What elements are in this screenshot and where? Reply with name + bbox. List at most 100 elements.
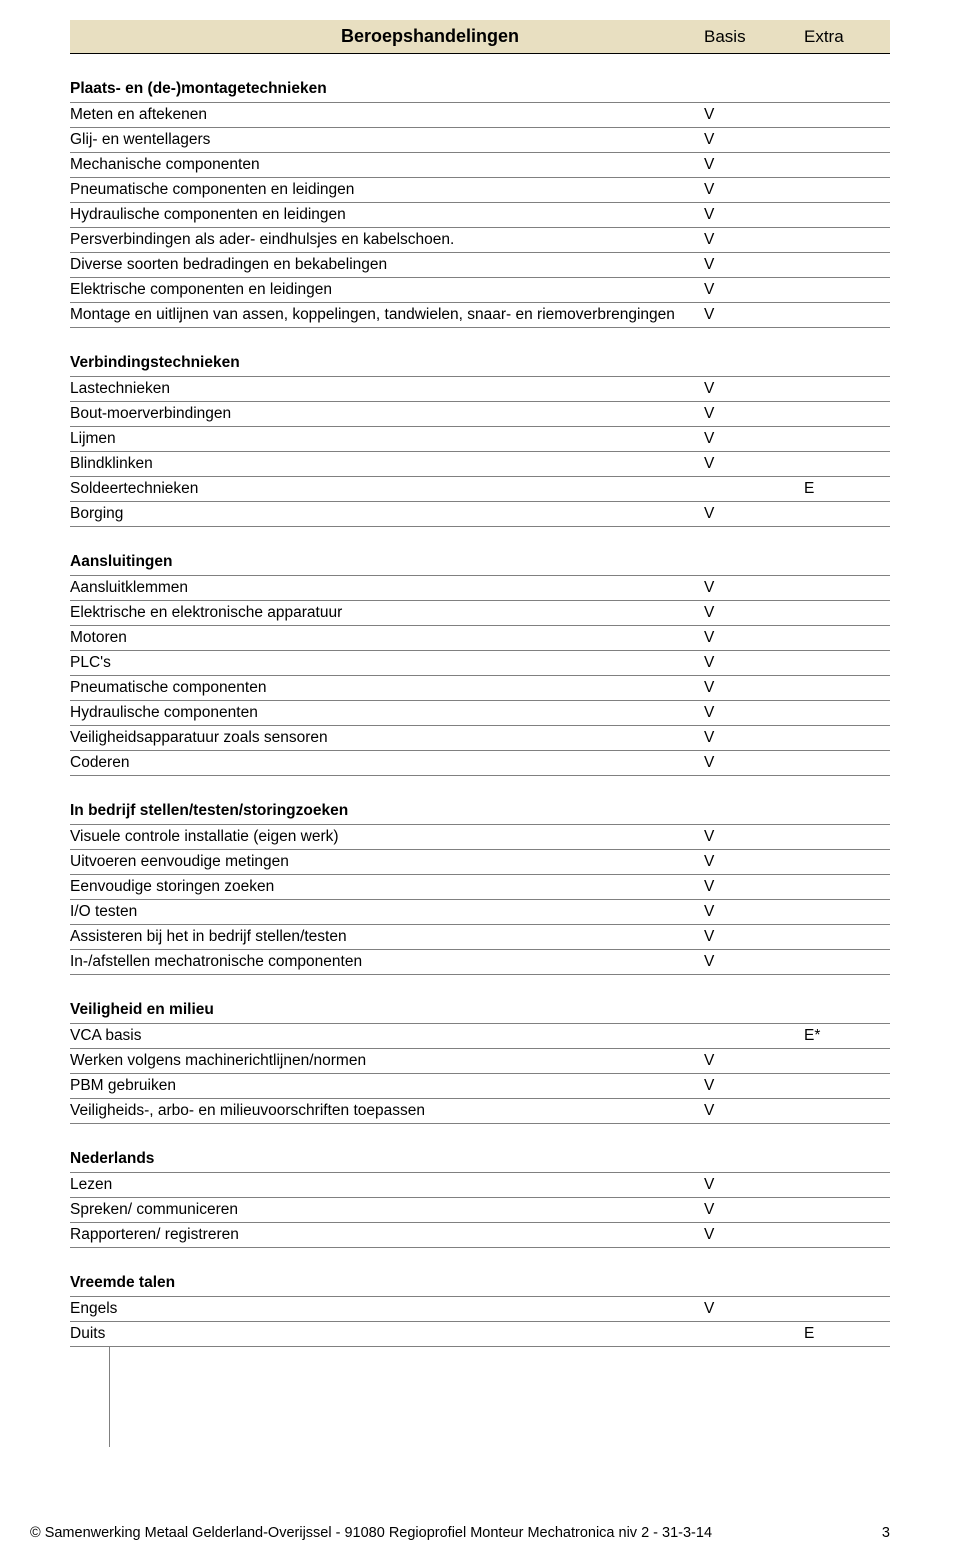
section-title: Plaats- en (de-)montagetechnieken — [70, 76, 890, 103]
row-extra — [790, 701, 890, 725]
row-basis: V — [690, 502, 790, 526]
row-basis: V — [690, 950, 790, 974]
row-extra — [790, 278, 890, 302]
row-label: Mechanische componenten — [70, 153, 690, 177]
row-basis: V — [690, 701, 790, 725]
table-header: Beroepshandelingen Basis Extra — [70, 20, 890, 54]
row-label: Duits — [70, 1322, 690, 1346]
row-extra — [790, 651, 890, 675]
table-row: VCA basisE* — [70, 1024, 890, 1049]
table-row: Mechanische componentenV — [70, 153, 890, 178]
row-basis: V — [690, 103, 790, 127]
row-extra — [790, 402, 890, 426]
section: In bedrijf stellen/testen/storingzoekenV… — [70, 798, 890, 975]
row-extra — [790, 726, 890, 750]
row-extra — [790, 203, 890, 227]
table-row: BlindklinkenV — [70, 452, 890, 477]
row-basis: V — [690, 726, 790, 750]
row-label: Bout-moerverbindingen — [70, 402, 690, 426]
row-extra — [790, 1049, 890, 1073]
row-extra: E — [790, 1322, 890, 1346]
row-label: Lastechnieken — [70, 377, 690, 401]
row-basis: V — [690, 875, 790, 899]
row-basis: V — [690, 651, 790, 675]
table-row: Pneumatische componenten en leidingenV — [70, 178, 890, 203]
row-basis: V — [690, 576, 790, 600]
row-extra — [790, 303, 890, 327]
row-extra — [790, 900, 890, 924]
row-basis: V — [690, 1049, 790, 1073]
row-label: Lijmen — [70, 427, 690, 451]
table-row: Glij- en wentellagersV — [70, 128, 890, 153]
section: Vreemde talenEngelsVDuits E — [70, 1270, 890, 1347]
table-row: PLC'sV — [70, 651, 890, 676]
row-extra — [790, 452, 890, 476]
table-row: Hydraulische componenten en leidingenV — [70, 203, 890, 228]
section-title: Vreemde talen — [70, 1270, 890, 1297]
row-label: Uitvoeren eenvoudige metingen — [70, 850, 690, 874]
row-extra — [790, 377, 890, 401]
row-label: Veiligheidsapparatuur zoals sensoren — [70, 726, 690, 750]
table-row: EngelsV — [70, 1297, 890, 1322]
row-basis: V — [690, 253, 790, 277]
row-basis — [690, 477, 790, 501]
row-extra — [790, 626, 890, 650]
section-title: Veiligheid en milieu — [70, 997, 890, 1024]
row-label: Aansluitklemmen — [70, 576, 690, 600]
sections-container: Plaats- en (de-)montagetechniekenMeten e… — [70, 76, 890, 1347]
row-extra — [790, 1223, 890, 1247]
section: AansluitingenAansluitklemmenVElektrische… — [70, 549, 890, 776]
row-label: Persverbindingen als ader- eindhulsjes e… — [70, 228, 690, 252]
row-label: Borging — [70, 502, 690, 526]
table-row: AansluitklemmenV — [70, 576, 890, 601]
row-extra — [790, 875, 890, 899]
row-label: Pneumatische componenten — [70, 676, 690, 700]
row-extra: E — [790, 477, 890, 501]
row-label: Eenvoudige storingen zoeken — [70, 875, 690, 899]
row-label: Elektrische en elektronische apparatuur — [70, 601, 690, 625]
table-row: Duits E — [70, 1322, 890, 1347]
table-row: Meten en aftekenenV — [70, 103, 890, 128]
row-basis: V — [690, 751, 790, 775]
row-label: Assisteren bij het in bedrijf stellen/te… — [70, 925, 690, 949]
row-basis: V — [690, 303, 790, 327]
row-basis: V — [690, 850, 790, 874]
header-col-extra: Extra — [790, 27, 890, 47]
row-basis: V — [690, 427, 790, 451]
row-label: Hydraulische componenten — [70, 701, 690, 725]
row-basis: V — [690, 925, 790, 949]
header-title: Beroepshandelingen — [70, 26, 690, 47]
row-basis: V — [690, 452, 790, 476]
row-extra: E* — [790, 1024, 890, 1048]
table-row: CoderenV — [70, 751, 890, 776]
row-extra — [790, 825, 890, 849]
row-label: Elektrische componenten en leidingen — [70, 278, 690, 302]
header-col-basis: Basis — [690, 27, 790, 47]
row-basis: V — [690, 626, 790, 650]
table-row: Visuele controle installatie (eigen werk… — [70, 825, 890, 850]
row-basis: V — [690, 153, 790, 177]
table-row: Uitvoeren eenvoudige metingenV — [70, 850, 890, 875]
row-basis: V — [690, 1223, 790, 1247]
footer-text: Samenwerking Metaal Gelderland-Overijsse… — [45, 1525, 712, 1541]
row-extra — [790, 576, 890, 600]
row-basis: V — [690, 1198, 790, 1222]
row-label: Montage en uitlijnen van assen, koppelin… — [70, 303, 690, 327]
row-label: Motoren — [70, 626, 690, 650]
row-extra — [790, 1173, 890, 1197]
copyright-icon: © — [30, 1525, 41, 1541]
table-row: LezenV — [70, 1173, 890, 1198]
row-extra — [790, 950, 890, 974]
row-label: Spreken/ communiceren — [70, 1198, 690, 1222]
row-extra — [790, 1297, 890, 1321]
page-number: 3 — [882, 1525, 890, 1541]
table-row: SoldeertechniekenE — [70, 477, 890, 502]
row-basis: V — [690, 203, 790, 227]
row-label: Blindklinken — [70, 452, 690, 476]
section-title: Verbindingstechnieken — [70, 350, 890, 377]
section-title: In bedrijf stellen/testen/storingzoeken — [70, 798, 890, 825]
row-extra — [790, 502, 890, 526]
table-row: Bout-moerverbindingenV — [70, 402, 890, 427]
row-extra — [790, 676, 890, 700]
row-label: Rapporteren/ registreren — [70, 1223, 690, 1247]
